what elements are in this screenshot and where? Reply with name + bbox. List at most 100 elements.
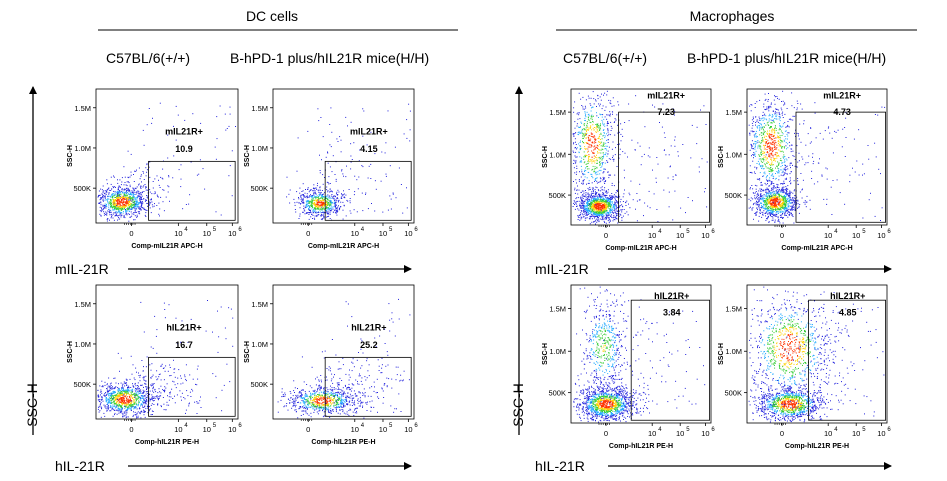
event-dot	[111, 193, 113, 195]
event-dot	[582, 207, 584, 209]
event-dot	[111, 197, 113, 198]
event-dot	[103, 214, 105, 216]
event-dot	[317, 208, 319, 210]
event-dot	[327, 162, 329, 164]
event-dot	[619, 154, 621, 156]
event-dot	[763, 126, 765, 128]
event-dot	[573, 111, 575, 113]
event-dot	[338, 207, 340, 209]
event-dot	[302, 199, 304, 201]
event-dot	[127, 203, 129, 204]
event-dot	[598, 206, 600, 208]
y-tick-label: 500K	[73, 184, 91, 193]
event-dot	[786, 209, 788, 211]
event-dot	[624, 152, 626, 154]
event-dot	[785, 205, 787, 207]
event-dot	[594, 139, 596, 141]
event-dot	[299, 215, 301, 217]
event-dot	[603, 197, 604, 199]
event-dot	[784, 164, 786, 166]
event-dot	[591, 196, 593, 197]
event-dot	[198, 173, 200, 175]
event-dot	[145, 209, 147, 211]
event-dot	[573, 134, 575, 136]
event-dot	[784, 140, 786, 142]
event-dot	[123, 196, 125, 198]
event-dot	[585, 214, 587, 216]
event-dot	[605, 180, 607, 182]
event-dot	[314, 203, 316, 205]
event-dot	[582, 129, 584, 131]
event-dot	[781, 140, 783, 142]
event-dot	[588, 203, 590, 205]
event-dot	[593, 212, 595, 214]
event-dot	[751, 208, 753, 210]
event-dot	[698, 166, 700, 168]
event-dot	[374, 153, 376, 155]
event-dot	[606, 149, 608, 151]
event-dot	[134, 207, 136, 209]
event-dot	[770, 192, 772, 193]
event-dot	[108, 201, 110, 203]
event-dot	[173, 125, 174, 127]
event-dot	[118, 191, 119, 193]
event-dot	[774, 204, 776, 206]
event-dot	[582, 174, 584, 176]
event-dot	[626, 211, 628, 213]
event-dot	[781, 203, 783, 205]
event-dot	[596, 112, 597, 114]
event-dot	[150, 212, 152, 214]
event-dot	[609, 175, 611, 176]
event-dot	[110, 199, 112, 201]
event-dot	[138, 202, 140, 204]
event-dot	[574, 160, 576, 162]
event-dot	[665, 154, 667, 156]
event-dot	[781, 211, 783, 213]
event-dot	[615, 212, 617, 214]
event-dot	[596, 204, 598, 206]
event-dot	[775, 195, 777, 196]
event-dot	[782, 146, 784, 148]
event-dot	[604, 187, 606, 189]
event-dot	[126, 209, 128, 211]
event-dot	[115, 199, 117, 201]
event-dot	[641, 156, 643, 158]
event-dot	[612, 197, 613, 199]
event-dot	[319, 209, 321, 211]
event-dot	[773, 209, 775, 211]
event-dot	[110, 205, 112, 207]
event-dot	[311, 196, 313, 198]
event-dot	[111, 216, 112, 218]
event-dot	[343, 197, 345, 198]
event-dot	[326, 201, 328, 203]
event-dot	[594, 200, 596, 202]
event-dot	[780, 174, 782, 176]
event-dot	[583, 128, 585, 130]
event-dot	[138, 167, 140, 169]
event-dot	[342, 218, 344, 220]
event-dot	[317, 182, 318, 184]
event-dot	[133, 192, 135, 194]
event-dot	[341, 194, 343, 196]
event-dot	[329, 197, 331, 199]
event-dot	[125, 192, 127, 194]
event-dot	[596, 200, 598, 202]
event-dot	[594, 212, 595, 214]
event-dot	[607, 114, 609, 116]
event-dot	[667, 177, 669, 179]
event-dot	[583, 216, 585, 218]
event-dot	[578, 152, 580, 154]
event-dot	[785, 138, 787, 140]
event-dot	[125, 204, 127, 206]
event-dot	[580, 210, 582, 211]
event-dot	[589, 188, 591, 190]
event-dot	[107, 196, 109, 198]
event-dot	[576, 182, 577, 184]
gate-label: mIL21R+	[165, 127, 203, 137]
event-dot	[156, 175, 158, 177]
event-dot	[402, 212, 404, 214]
event-dot	[787, 205, 789, 207]
event-dot	[754, 103, 756, 104]
event-dot	[794, 200, 796, 202]
event-dot	[600, 167, 602, 168]
